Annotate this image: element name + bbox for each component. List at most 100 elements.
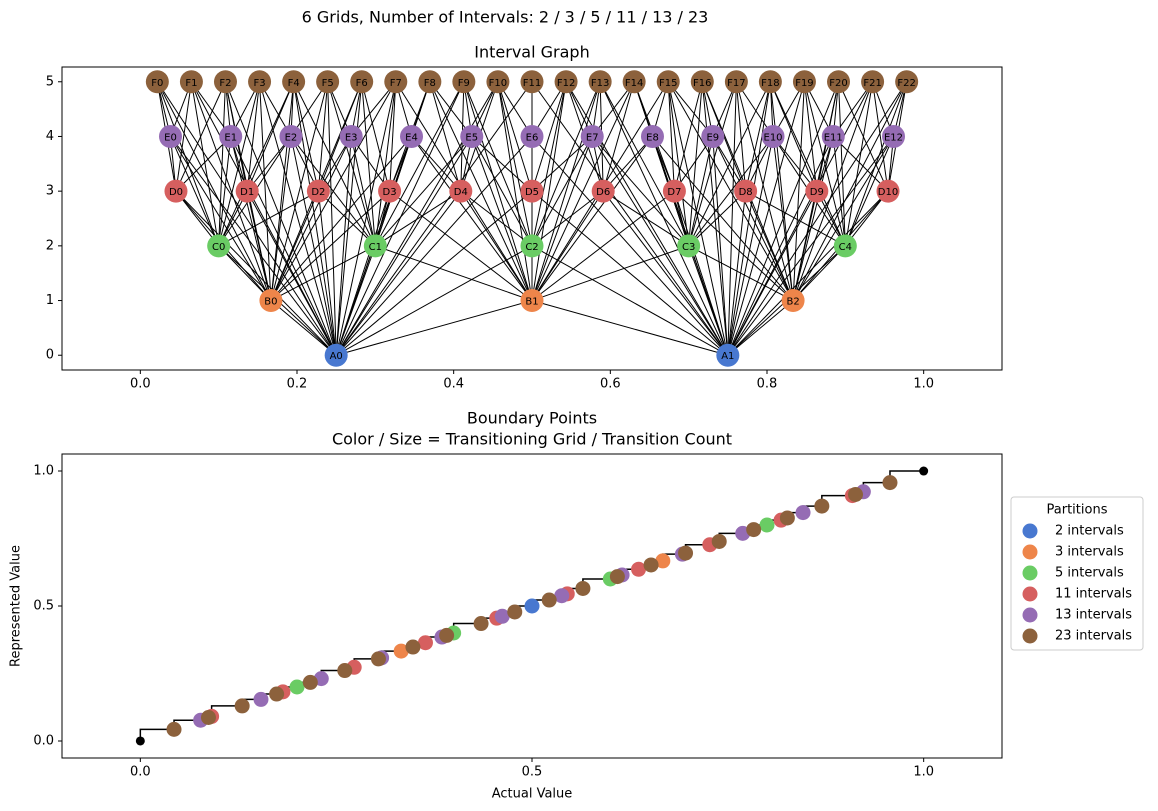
- edge: [411, 136, 462, 192]
- node-label: E4: [405, 132, 418, 143]
- edge: [389, 81, 397, 192]
- edge: [471, 136, 533, 192]
- node: [259, 289, 283, 313]
- node: [486, 70, 510, 94]
- edge: [429, 81, 462, 192]
- edge: [336, 300, 533, 356]
- node-label: F15: [659, 78, 677, 89]
- edge: [745, 81, 771, 192]
- node: [876, 179, 900, 203]
- node: [350, 70, 374, 94]
- node: [821, 124, 845, 148]
- edge: [599, 81, 690, 247]
- point: [507, 604, 523, 620]
- node-label: F18: [761, 78, 779, 89]
- node-label: E7: [586, 132, 599, 143]
- node: [734, 179, 758, 203]
- node: [400, 124, 424, 148]
- node: [520, 289, 544, 313]
- point: [337, 663, 353, 679]
- node-label: F14: [625, 78, 643, 89]
- point: [524, 598, 540, 614]
- edge: [531, 136, 593, 301]
- node-label: B0: [264, 297, 277, 308]
- edge: [531, 245, 689, 302]
- node-label: D8: [739, 187, 753, 198]
- point: [848, 486, 864, 502]
- node-label: F7: [390, 78, 402, 89]
- node-label: E0: [164, 132, 177, 143]
- edge: [792, 81, 908, 301]
- node: [452, 70, 476, 94]
- point: [575, 580, 591, 596]
- point: [405, 639, 421, 655]
- edge: [290, 136, 376, 247]
- legend-label: 2 intervals: [1055, 524, 1124, 539]
- edge: [772, 136, 818, 192]
- edge: [602, 190, 729, 356]
- edge: [591, 136, 690, 247]
- plot-area: 0.0 0.5 1.0 0.0 0.5 1.0: [33, 464, 934, 780]
- edge: [270, 245, 376, 301]
- node: [580, 124, 604, 148]
- x-tick-label: 0.4: [443, 377, 464, 392]
- node: [213, 70, 237, 94]
- edge: [335, 81, 533, 356]
- node-label: E8: [646, 132, 659, 143]
- edge: [317, 191, 337, 356]
- edge: [374, 81, 465, 247]
- point: [759, 517, 775, 533]
- node: [219, 124, 243, 148]
- edge: [335, 190, 462, 356]
- edge: [531, 300, 728, 356]
- y-tick-label: 1: [46, 293, 54, 308]
- edge: [246, 81, 295, 192]
- point: [655, 553, 671, 569]
- point: [494, 608, 510, 624]
- node: [758, 70, 782, 94]
- node-label: F13: [591, 78, 609, 89]
- node-label: D1: [240, 187, 254, 198]
- edge: [497, 81, 533, 246]
- node-label: F8: [424, 78, 436, 89]
- edge: [218, 245, 272, 301]
- node-label: F9: [458, 78, 470, 89]
- edge: [727, 81, 737, 356]
- legend-marker: [1022, 628, 1038, 644]
- axes-frame: [61, 66, 1003, 371]
- edge: [335, 81, 397, 356]
- edge: [688, 81, 737, 246]
- edge: [727, 300, 794, 356]
- node: [895, 70, 919, 94]
- legend-box: [1010, 496, 1144, 651]
- node: [677, 234, 701, 258]
- node: [591, 179, 615, 203]
- point: [678, 545, 694, 561]
- edge: [531, 136, 653, 301]
- edge: [190, 81, 337, 356]
- edge: [270, 81, 295, 301]
- edge: [792, 81, 874, 301]
- y-tick-label: 4: [46, 129, 54, 144]
- node: [716, 343, 740, 367]
- node-label: A0: [330, 351, 343, 362]
- edge: [175, 190, 337, 356]
- node: [520, 124, 544, 148]
- node-label: F5: [322, 78, 334, 89]
- y-tick-label: 3: [46, 184, 54, 199]
- node-label: F3: [253, 78, 265, 89]
- node: [339, 124, 363, 148]
- node: [306, 179, 330, 203]
- node-label: C3: [682, 242, 695, 253]
- edge: [838, 81, 846, 246]
- edge: [652, 136, 794, 301]
- edge: [218, 136, 232, 246]
- point: [541, 592, 557, 608]
- edge: [327, 81, 376, 246]
- edge: [375, 245, 533, 302]
- edge: [460, 190, 533, 247]
- node: [363, 234, 387, 258]
- legend-marker: [1022, 565, 1038, 581]
